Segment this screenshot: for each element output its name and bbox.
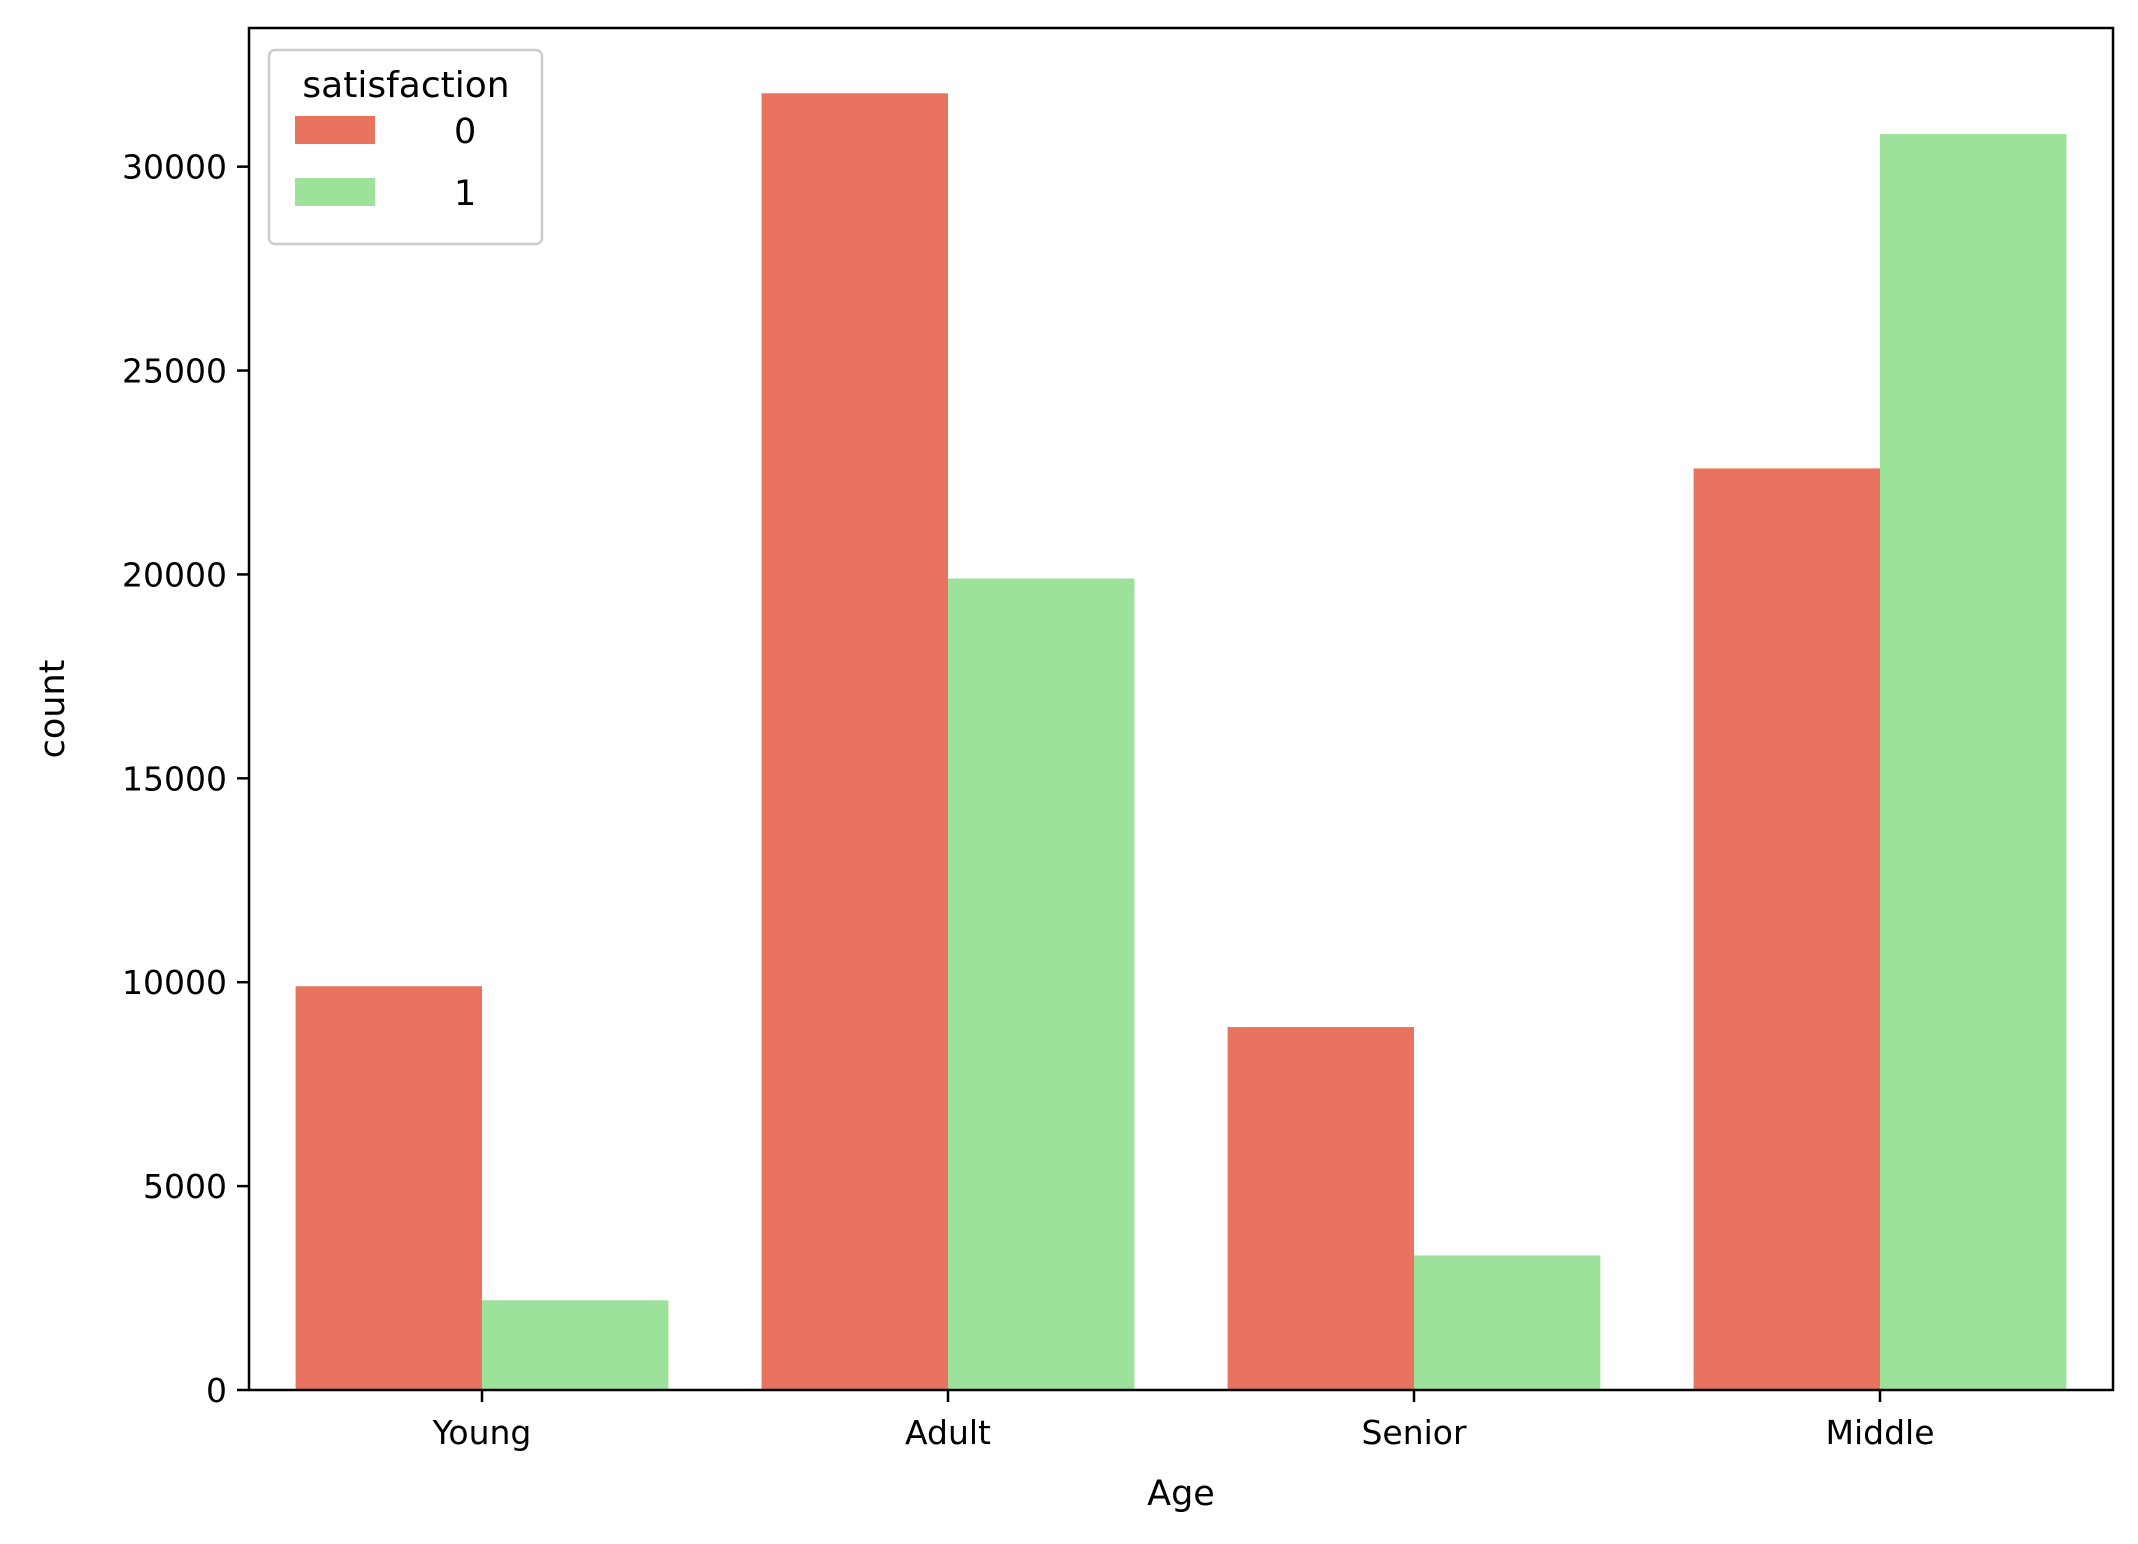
x-tick-label-middle: Middle: [1825, 1413, 1934, 1452]
x-axis-title: Age: [1147, 1474, 1215, 1514]
y-axis-title: count: [33, 660, 73, 759]
legend-swatch-0: [295, 116, 375, 144]
y-tick-label: 10000: [122, 963, 227, 1002]
bar-senior-series-1: [1414, 1255, 1601, 1390]
x-tick-label-adult: Adult: [905, 1413, 991, 1452]
legend-label-0: 0: [454, 112, 476, 152]
legend: satisfaction 01: [267, 48, 544, 246]
plot-frame: [247, 26, 2115, 1392]
legend-swatch-1: [295, 178, 375, 206]
legend-title: satisfaction: [302, 65, 509, 106]
y-tick-label: 15000: [122, 759, 227, 798]
y-axis-ticks: 0 5000 10000 15000 20000 25000 30000: [122, 148, 249, 1410]
bar-adult-series-1: [948, 578, 1135, 1390]
bar-young-series-1: [482, 1300, 669, 1390]
bar-middle-series-1: [1880, 134, 2067, 1390]
bar-adult-series-0: [761, 93, 948, 1390]
y-tick-label: 25000: [122, 352, 227, 391]
y-tick-label: 5000: [143, 1167, 227, 1206]
y-tick-label: 20000: [122, 555, 227, 594]
y-tick-label: 30000: [122, 148, 227, 187]
bars-group: [295, 93, 2067, 1390]
bar-middle-series-0: [1693, 468, 1880, 1390]
legend-items: 01: [295, 112, 476, 214]
bar-senior-series-0: [1227, 1027, 1414, 1390]
y-tick-label: 0: [206, 1371, 227, 1410]
x-tick-label-senior: Senior: [1361, 1413, 1467, 1452]
x-axis-ticks: Young Adult Senior Middle: [432, 1390, 1935, 1452]
bar-young-series-0: [295, 986, 482, 1390]
legend-label-1: 1: [454, 174, 476, 214]
x-tick-label-young: Young: [432, 1413, 532, 1452]
